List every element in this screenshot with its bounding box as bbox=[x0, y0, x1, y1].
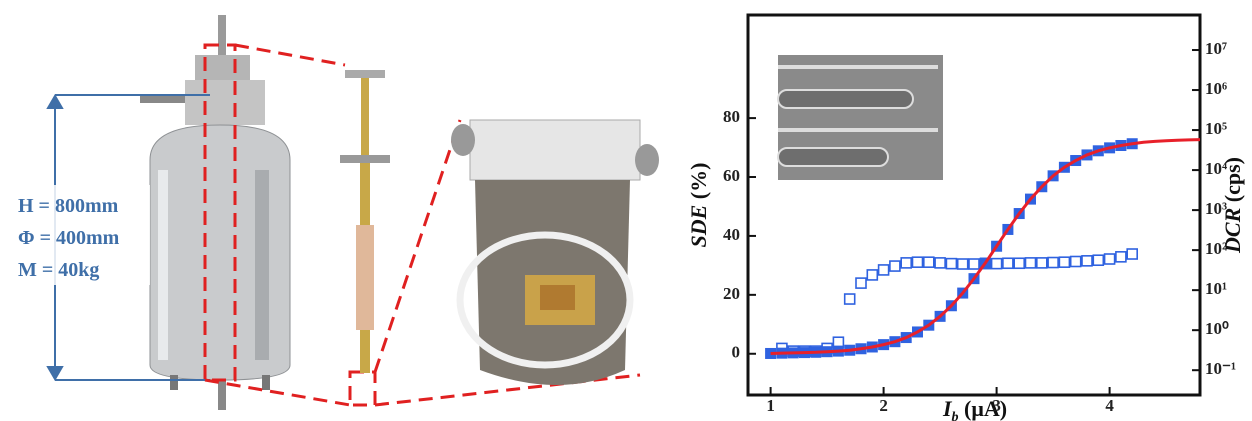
open-square-marker bbox=[1116, 252, 1126, 262]
y-axis-label: SDE (%) bbox=[686, 163, 711, 248]
open-square-marker bbox=[845, 294, 855, 304]
x-tick-label: 2 bbox=[879, 396, 888, 415]
open-square-marker bbox=[1071, 256, 1081, 266]
y-tick-label: 0 bbox=[732, 343, 741, 362]
sem-inset bbox=[778, 55, 943, 180]
open-square-marker bbox=[924, 257, 934, 267]
open-square-marker bbox=[1014, 258, 1024, 268]
open-square-marker bbox=[901, 258, 911, 268]
dimension-label: H = 800mm bbox=[18, 195, 119, 217]
cryostat-photo bbox=[140, 15, 290, 410]
open-square-marker bbox=[1127, 249, 1137, 259]
open-square-marker bbox=[958, 259, 968, 269]
open-square-marker bbox=[1048, 258, 1058, 268]
open-square-marker bbox=[969, 259, 979, 269]
probe-photo bbox=[340, 70, 390, 373]
y-axis-label-part: (%) bbox=[686, 163, 711, 205]
y-tick-label: 60 bbox=[723, 166, 740, 185]
y2-tick-label: 10⁶ bbox=[1205, 79, 1227, 98]
y2-tick-label: 10⁻¹ bbox=[1205, 359, 1236, 378]
x-tick-label: 1 bbox=[766, 396, 775, 415]
y2-tick-label: 10¹ bbox=[1205, 279, 1227, 298]
y-axis-label-part: SDE bbox=[686, 205, 711, 248]
open-square-marker bbox=[1105, 254, 1115, 264]
open-square-marker bbox=[890, 261, 900, 271]
y2-tick-label: 10⁷ bbox=[1205, 39, 1227, 58]
open-square-marker bbox=[1093, 255, 1103, 265]
detector-photo bbox=[451, 120, 659, 385]
x-tick-label: 3 bbox=[992, 396, 1001, 415]
open-square-marker bbox=[1082, 256, 1092, 266]
x-tick-label: 4 bbox=[1105, 396, 1114, 415]
y2-tick-label: 10³ bbox=[1205, 199, 1227, 218]
x-axis-label-part: b bbox=[952, 410, 959, 421]
open-square-marker bbox=[879, 265, 889, 275]
open-square-marker bbox=[867, 270, 877, 280]
dimension-label: M = 40kg bbox=[18, 259, 99, 281]
y2-tick-label: 10⁴ bbox=[1205, 159, 1227, 178]
y-tick-label: 80 bbox=[723, 107, 740, 126]
dimension-label: Φ = 400mm bbox=[18, 227, 120, 249]
open-square-marker bbox=[935, 258, 945, 268]
open-square-marker bbox=[1003, 258, 1013, 268]
y2-tick-label: 10⁵ bbox=[1205, 119, 1227, 138]
figure: H = 800mm Φ = 400mm M = 40kg SDE (%) DCR… bbox=[0, 0, 1252, 421]
y-tick-label: 20 bbox=[723, 284, 740, 303]
open-square-marker bbox=[1026, 258, 1036, 268]
open-square-marker bbox=[913, 257, 923, 267]
y2-tick-label: 10² bbox=[1205, 239, 1227, 258]
y-tick-label: 40 bbox=[723, 225, 740, 244]
open-square-marker bbox=[992, 259, 1002, 269]
open-square-marker bbox=[1037, 258, 1047, 268]
y2-tick-label: 10⁰ bbox=[1205, 319, 1229, 338]
open-square-marker bbox=[856, 278, 866, 288]
open-square-marker bbox=[946, 259, 956, 269]
open-square-marker bbox=[1059, 257, 1069, 267]
